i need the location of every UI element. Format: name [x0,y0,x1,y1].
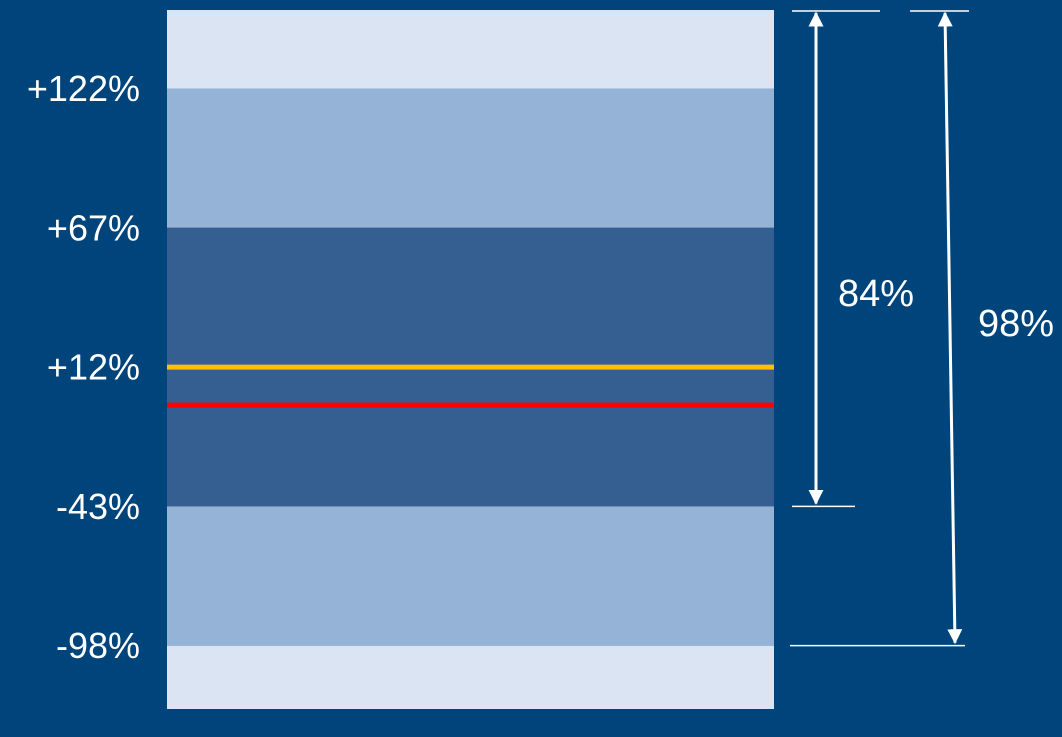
band-1 [167,88,774,228]
span-arrow-1 [937,11,963,645]
band-3 [167,506,774,646]
y-tick-label: +122% [27,68,140,109]
span-label-0: 84% [838,273,914,315]
y-tick-label: +12% [47,347,140,388]
band-4 [167,645,774,709]
span-label-1: 98% [978,303,1054,345]
band-0 [167,10,774,89]
y-tick-label: -98% [56,625,140,666]
y-tick-label: -43% [56,486,140,527]
y-tick-label: +67% [47,207,140,248]
